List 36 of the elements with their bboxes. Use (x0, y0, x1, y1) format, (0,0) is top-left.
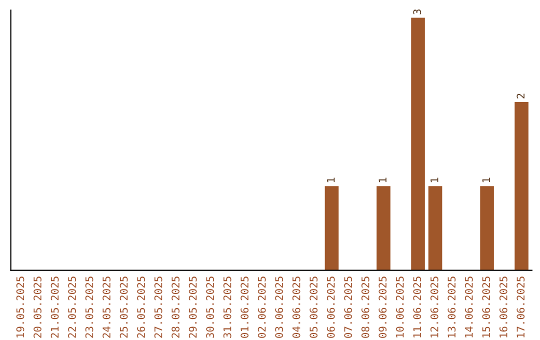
x-tick-label: 06.06.2025 (326, 276, 335, 338)
data-label: 1 (482, 178, 490, 182)
x-tick-label: 03.06.2025 (275, 276, 284, 338)
x-tick-label: 17.06.2025 (516, 276, 525, 338)
x-tick-label: 19.05.2025 (16, 276, 24, 338)
data-label: 1 (327, 178, 335, 182)
data-label: 1 (430, 178, 438, 182)
x-tick-label: 30.05.2025 (206, 276, 214, 338)
x-tick-label: 25.05.2025 (120, 276, 128, 338)
x-tick-label: 12.06.2025 (430, 276, 438, 338)
x-tick-label: 14.06.2025 (464, 276, 473, 338)
data-label: 1 (378, 178, 386, 182)
x-tick-label: 04.06.2025 (292, 276, 300, 338)
x-tick-label: 16.06.2025 (499, 276, 508, 338)
x-tick-label: 29.05.2025 (188, 276, 197, 338)
x-tick-label: 20.05.2025 (34, 276, 42, 338)
x-tick-label: 22.05.2025 (68, 276, 76, 338)
x-tick-label: 13.06.2025 (448, 276, 456, 338)
data-label: 2 (516, 94, 524, 98)
x-tick-label: 10.06.2025 (396, 276, 404, 338)
x-tick-label: 09.06.2025 (378, 276, 387, 338)
x-tick-label: 24.05.2025 (102, 276, 110, 338)
data-label: 3 (413, 10, 422, 14)
x-tick-label: 11.06.2025 (413, 276, 422, 338)
x-tick-label: 31.05.2025 (223, 276, 232, 338)
x-tick-label: 23.05.2025 (85, 276, 94, 338)
x-tick-label: 01.06.2025 (240, 276, 249, 338)
x-tick-label: 15.06.2025 (482, 276, 490, 338)
x-tick-label: 26.05.2025 (137, 276, 145, 338)
x-tick-label: 08.06.2025 (361, 276, 370, 338)
x-tick-label: 21.05.2025 (50, 276, 59, 338)
x-tick-label: 27.05.2025 (154, 276, 162, 338)
x-tick-label: 05.06.2025 (310, 276, 318, 338)
x-tick-label: 07.06.2025 (344, 276, 352, 338)
x-tick-label: 02.06.2025 (258, 276, 266, 338)
x-tick-label: 28.05.2025 (172, 276, 180, 338)
